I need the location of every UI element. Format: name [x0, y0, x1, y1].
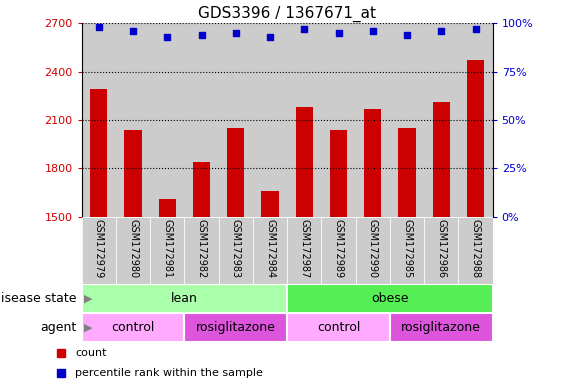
Point: [403, 31, 412, 38]
Text: control: control: [317, 321, 360, 334]
Bar: [287, 23, 321, 217]
Bar: [330, 130, 347, 384]
Bar: [287, 313, 390, 342]
Bar: [227, 128, 244, 384]
Point: [163, 33, 172, 40]
Bar: [150, 23, 185, 217]
Bar: [424, 217, 458, 284]
Bar: [218, 23, 253, 217]
Text: lean: lean: [171, 292, 198, 305]
Bar: [124, 130, 141, 384]
Point: [128, 28, 137, 34]
Point: [471, 26, 480, 32]
Text: GSM172987: GSM172987: [300, 219, 309, 278]
Text: GSM172982: GSM172982: [196, 219, 207, 278]
Text: GSM172988: GSM172988: [471, 219, 480, 278]
Point: [334, 30, 343, 36]
Text: control: control: [111, 321, 155, 334]
Text: agent: agent: [40, 321, 76, 334]
Bar: [90, 89, 108, 384]
Text: GSM172981: GSM172981: [162, 219, 172, 278]
Text: GSM172989: GSM172989: [333, 219, 343, 278]
Text: GSM172980: GSM172980: [128, 219, 138, 278]
Bar: [296, 107, 313, 384]
Bar: [185, 217, 218, 284]
Bar: [287, 284, 493, 313]
Point: [437, 28, 446, 34]
Bar: [116, 217, 150, 284]
Bar: [424, 23, 458, 217]
Bar: [185, 313, 287, 342]
Text: GSM172979: GSM172979: [94, 219, 104, 278]
Bar: [82, 284, 287, 313]
Bar: [433, 102, 450, 384]
Bar: [218, 217, 253, 284]
Point: [368, 28, 377, 34]
Bar: [193, 162, 210, 384]
Bar: [390, 217, 424, 284]
Title: GDS3396 / 1367671_at: GDS3396 / 1367671_at: [198, 5, 376, 22]
Bar: [82, 313, 185, 342]
Bar: [82, 23, 116, 217]
Bar: [261, 191, 279, 384]
Point: [300, 26, 309, 32]
Bar: [399, 128, 415, 384]
Text: ▶: ▶: [84, 322, 93, 333]
Bar: [82, 217, 116, 284]
Bar: [287, 217, 321, 284]
Text: GSM172990: GSM172990: [368, 219, 378, 278]
Text: GSM172983: GSM172983: [231, 219, 241, 278]
Bar: [458, 217, 493, 284]
Bar: [116, 23, 150, 217]
Text: count: count: [75, 348, 107, 358]
Bar: [185, 23, 218, 217]
Point: [197, 31, 206, 38]
Point: [266, 33, 275, 40]
Text: disease state: disease state: [0, 292, 76, 305]
Bar: [321, 23, 356, 217]
Bar: [253, 23, 287, 217]
Bar: [321, 217, 356, 284]
Text: rosiglitazone: rosiglitazone: [196, 321, 276, 334]
Text: GSM172985: GSM172985: [402, 219, 412, 278]
Text: percentile rank within the sample: percentile rank within the sample: [75, 368, 263, 378]
Bar: [150, 217, 185, 284]
Bar: [253, 217, 287, 284]
Text: obese: obese: [371, 292, 409, 305]
Text: GSM172986: GSM172986: [436, 219, 446, 278]
Bar: [390, 23, 424, 217]
Bar: [458, 23, 493, 217]
Bar: [159, 199, 176, 384]
Point: [231, 30, 240, 36]
Text: ▶: ▶: [84, 293, 93, 304]
Bar: [356, 23, 390, 217]
Text: rosiglitazone: rosiglitazone: [401, 321, 481, 334]
Bar: [356, 217, 390, 284]
Text: GSM172984: GSM172984: [265, 219, 275, 278]
Point: [94, 24, 103, 30]
Bar: [364, 109, 381, 384]
Bar: [390, 313, 493, 342]
Bar: [467, 60, 484, 384]
